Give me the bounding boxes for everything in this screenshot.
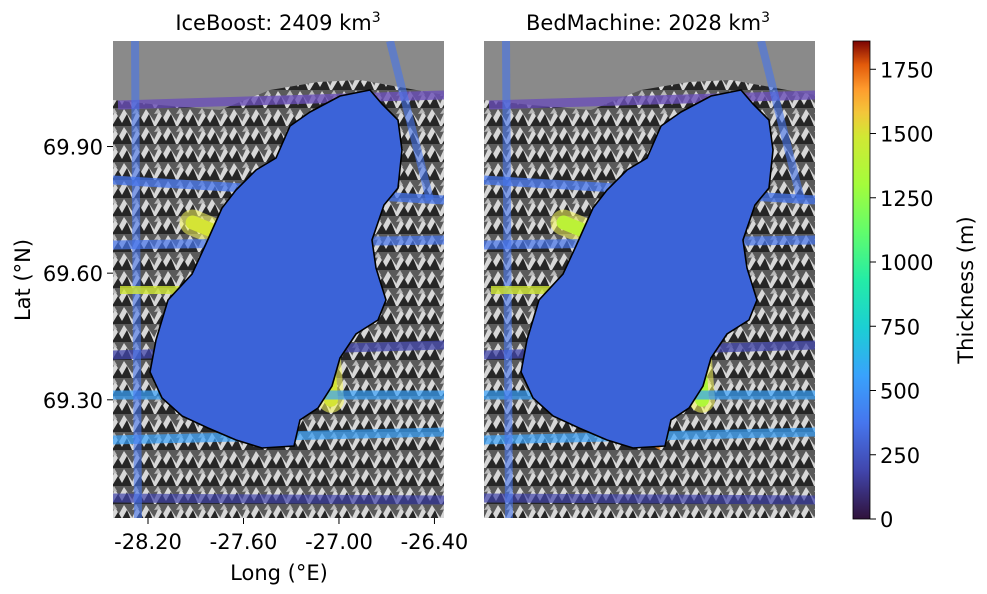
y-axis-label: Lat (°N)	[11, 239, 35, 321]
ocean-area	[484, 41, 815, 110]
y-axis: 69.90 69.60 69.30	[43, 136, 113, 413]
colorbar-tick-label: 1000	[880, 251, 933, 275]
colorbar-tick-label: 0	[880, 508, 893, 532]
y-tick-label: 69.90	[43, 136, 103, 160]
x-tick-label: -27.00	[305, 530, 373, 554]
left-panel-title: IceBoost: 2409 km3	[175, 10, 380, 35]
colorbar	[852, 40, 871, 520]
x-tick-label: -28.20	[114, 530, 182, 554]
colorbar-tick-label: 250	[880, 444, 920, 468]
ocean-area	[113, 41, 444, 110]
iceboost-panel	[113, 41, 444, 518]
colorbar-tick-label: 750	[880, 315, 920, 339]
colorbar-ticks: 0 250 500 750 1000 1250 1500 1750	[870, 58, 933, 532]
colorbar-tick-label: 1250	[880, 187, 933, 211]
colorbar-label: Thickness (m)	[954, 216, 978, 364]
colorbar-tick-label: 1500	[880, 123, 933, 147]
colorbar-tick-label: 1750	[880, 58, 933, 82]
right-panel-title: BedMachine: 2028 km3	[526, 10, 770, 35]
x-axis: -28.20 -27.60 -27.00 -26.40	[114, 518, 468, 554]
x-tick-label: -27.60	[210, 530, 278, 554]
y-tick-label: 69.30	[43, 389, 103, 413]
x-axis-label: Long (°E)	[230, 561, 328, 585]
colorbar-tick-label: 500	[880, 380, 920, 404]
x-tick-label: -26.40	[401, 530, 469, 554]
y-tick-label: 69.60	[43, 262, 103, 286]
bedmachine-panel	[484, 41, 815, 518]
